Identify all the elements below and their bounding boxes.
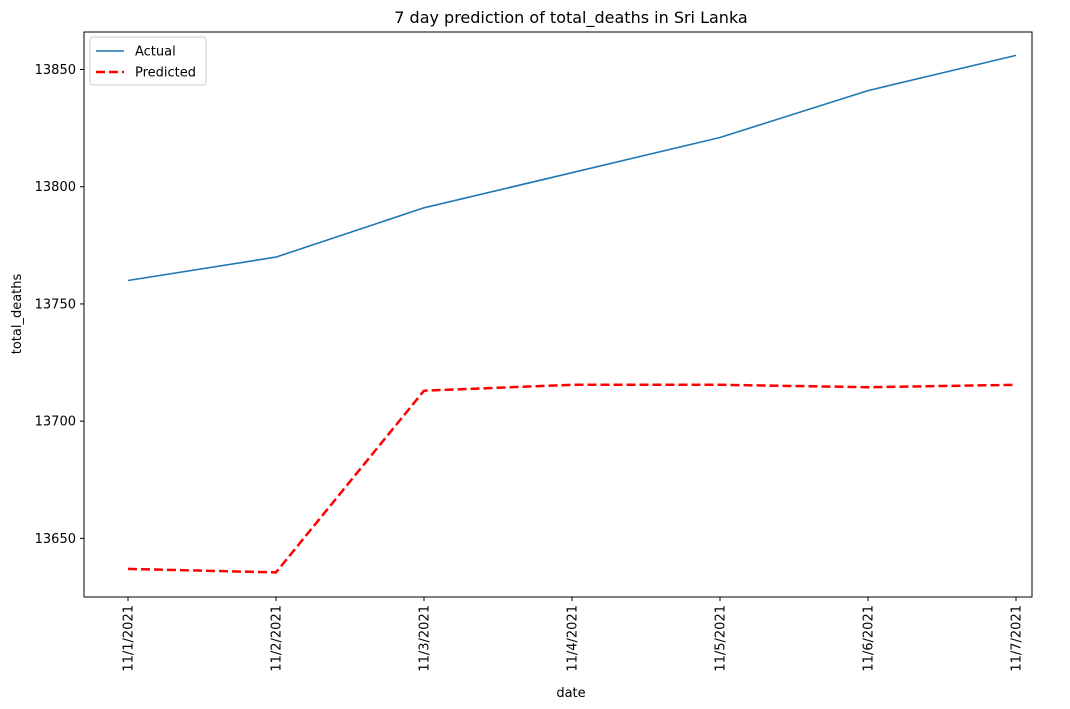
x-tick-label: 11/7/2021 — [1010, 605, 1025, 672]
plot-area — [83, 31, 1033, 598]
series-line-predicted — [127, 383, 1017, 574]
y-tick-label: 13650 — [35, 532, 76, 547]
legend-label-predicted: Predicted — [135, 66, 196, 81]
legend-label-actual: Actual — [135, 45, 176, 60]
y-axis: 13650 13700 13750 13800 13850 — [35, 63, 84, 547]
x-tick-label: 11/2/2021 — [270, 605, 285, 672]
series-layer — [127, 54, 1017, 574]
chart-title: 7 day prediction of total_deaths in Sri … — [394, 8, 747, 28]
x-tick-label: 11/5/2021 — [714, 605, 729, 672]
x-axis-label: date — [556, 686, 585, 701]
legend: Actual Predicted — [89, 36, 207, 86]
y-tick-label: 13800 — [35, 180, 76, 195]
x-tick-label: 11/1/2021 — [122, 605, 137, 672]
x-tick-label: 11/3/2021 — [418, 605, 433, 672]
y-tick-label: 13850 — [35, 63, 76, 78]
x-tick-label: 11/4/2021 — [566, 605, 581, 672]
y-tick-label: 13750 — [35, 297, 76, 312]
series-line-actual — [127, 54, 1017, 282]
x-tick-label: 11/6/2021 — [862, 605, 877, 672]
x-axis: 11/1/2021 11/2/2021 11/3/2021 11/4/2021 11/5… — [122, 597, 1025, 672]
y-axis-label: total_deaths — [10, 274, 25, 355]
legend-box — [89, 36, 207, 86]
y-tick-label: 13700 — [35, 415, 76, 430]
